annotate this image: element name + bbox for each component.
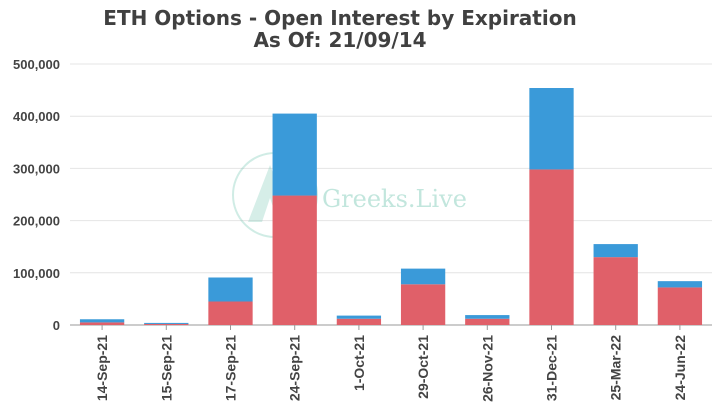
- x-tick-label: 24-Sep-21: [287, 335, 303, 401]
- y-tick-label: 300,000: [13, 161, 60, 176]
- bar-segment: [79, 322, 125, 325]
- y-tick-label: 400,000: [13, 109, 60, 124]
- bar-segment: [144, 323, 189, 325]
- bar-segment: [657, 287, 703, 325]
- x-tick-label: 15-Sep-21: [158, 335, 174, 401]
- bar-segment: [657, 281, 703, 288]
- bar-segment: [144, 322, 189, 324]
- y-tick-label: 200,000: [13, 214, 60, 229]
- x-tick-label: 29-Oct-21: [415, 335, 431, 399]
- y-tick-label: 500,000: [13, 57, 60, 72]
- y-tick-label: 100,000: [13, 266, 60, 281]
- bar-segment: [593, 257, 638, 325]
- bars: [79, 88, 703, 325]
- x-tick-label: 17-Sep-21: [223, 335, 239, 401]
- x-tick-label: 24-Jun-22: [672, 335, 688, 401]
- x-tick-label: 26-Nov-21: [479, 335, 495, 402]
- bar-segment: [208, 277, 253, 302]
- y-tick-label: 0: [53, 318, 60, 333]
- bar-segment: [400, 284, 446, 325]
- x-tick-label: 14-Sep-21: [94, 335, 110, 401]
- bar-segment: [272, 113, 317, 196]
- bar-segment: [208, 301, 253, 325]
- bar-segment: [272, 195, 317, 325]
- bar-segment: [465, 318, 510, 325]
- bar-segment: [529, 169, 574, 325]
- x-axis-ticks: 14-Sep-21 15-Sep-21 17-Sep-21 24-Sep-21 1-Oc…: [94, 325, 688, 402]
- bar-segment: [593, 244, 638, 258]
- x-tick-label: 25-Mar-22: [608, 335, 624, 401]
- bar-segment: [529, 88, 574, 170]
- x-tick-label: 1-Oct-21: [351, 335, 367, 391]
- chart-title: ETH Options - Open Interest by Expiratio…: [103, 6, 577, 30]
- y-axis-ticks: 0 100,000 200,000 300,000 400,000 500,000: [13, 57, 60, 333]
- x-tick-label: 31-Dec-21: [544, 335, 560, 401]
- bar-segment: [79, 319, 125, 323]
- bar-segment: [465, 315, 510, 319]
- bar-segment: [336, 318, 382, 325]
- bar-segment: [336, 315, 382, 319]
- chart-subtitle: As Of: 21/09/14: [253, 28, 427, 52]
- bar-segment: [400, 268, 446, 285]
